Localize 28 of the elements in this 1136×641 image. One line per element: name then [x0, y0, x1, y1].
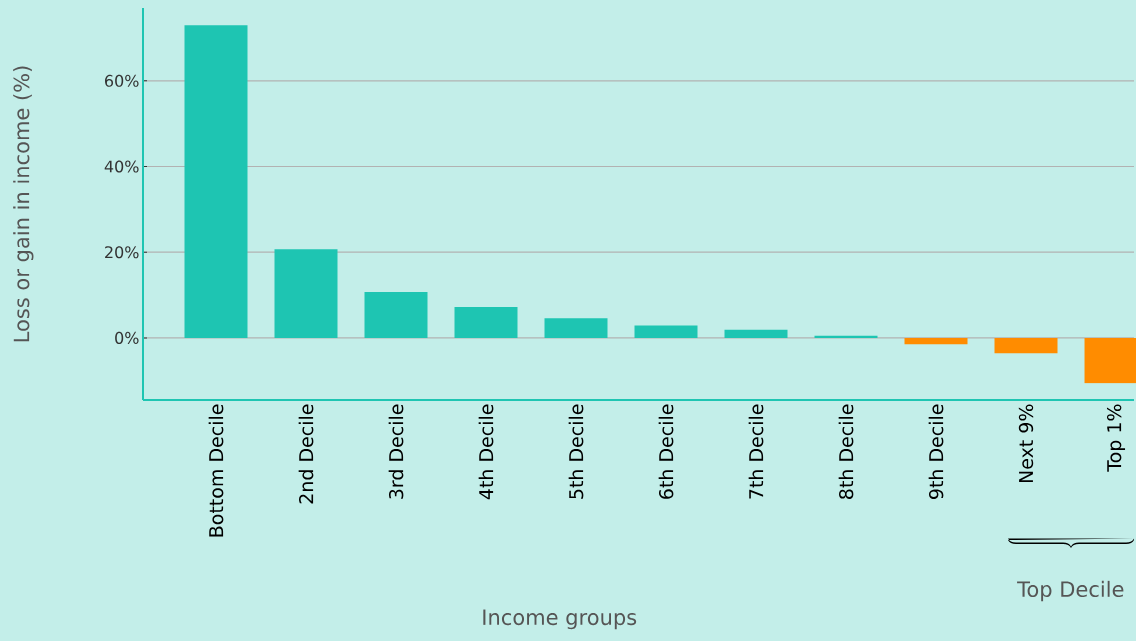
x-tick-label: Top 1%	[1106, 404, 1126, 472]
x-tick-label: 4th Decile	[478, 404, 494, 500]
x-tick-label: 2nd Decile	[298, 404, 314, 504]
x-tick-label: 7th Decile	[748, 404, 764, 499]
bar	[724, 329, 788, 338]
y-tick-label: 40%	[104, 160, 139, 173]
x-tick-label: Next 9%	[1018, 404, 1034, 483]
x-tick-label: 9th Decile	[928, 404, 944, 499]
x-tick-label: 3rd Decile	[388, 404, 404, 499]
y-tick-label: 20%	[105, 246, 139, 259]
bar	[994, 337, 1058, 354]
x-tick-label: 8th Decile	[838, 404, 854, 499]
bar	[544, 318, 608, 338]
bar	[364, 292, 428, 338]
x-tick-label: 5th Decile	[568, 404, 584, 499]
y-tick-label: 60%	[105, 74, 139, 87]
bar	[274, 249, 338, 338]
text: Top Decile	[1017, 580, 1124, 602]
x-tick-label: Bottom Decile	[208, 404, 224, 537]
bar	[634, 325, 698, 338]
y-axis-title: Loss or gain in income (%)	[13, 66, 34, 342]
x-tick-label: 6th Decile	[658, 404, 674, 499]
x-axis-title: Income groups	[483, 609, 637, 630]
bar	[184, 25, 248, 338]
y-tick-label: 0%	[115, 331, 139, 344]
bar	[814, 335, 878, 338]
bar	[904, 337, 968, 345]
bar	[454, 307, 518, 338]
